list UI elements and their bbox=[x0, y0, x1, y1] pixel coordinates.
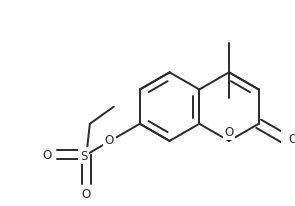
Text: O: O bbox=[224, 125, 234, 138]
Text: O: O bbox=[82, 187, 91, 200]
Text: O: O bbox=[42, 148, 51, 161]
Text: O: O bbox=[289, 132, 295, 145]
Text: O: O bbox=[105, 133, 114, 146]
Text: S: S bbox=[80, 149, 87, 162]
